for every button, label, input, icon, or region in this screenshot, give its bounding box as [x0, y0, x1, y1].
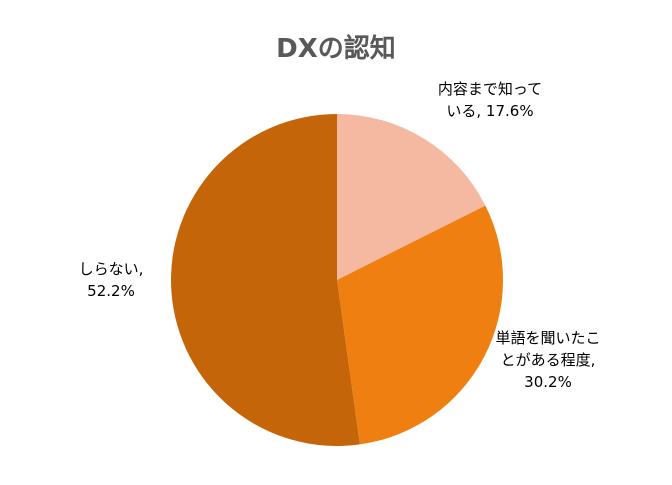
- pie-slice: [337, 205, 503, 445]
- pie-slice: [337, 114, 486, 280]
- slice-data-label: 内容まで知っている, 17.6%: [438, 80, 542, 120]
- slice-data-label-line: 30.2%: [524, 373, 572, 391]
- slice-data-label: 単語を聞いたことがある程度, 30.2%: [495, 329, 600, 391]
- slice-data-label-line: とがある程度,: [501, 351, 596, 369]
- slice-data-label-line: 内容まで知って: [438, 80, 542, 98]
- slice-data-label-line: しらない,: [79, 260, 144, 278]
- slice-data-label-line: 52.2%: [87, 282, 135, 300]
- slice-data-label-line: いる, 17.6%: [446, 102, 533, 120]
- chart-title: DXの認知: [276, 34, 396, 64]
- pie-slice: [171, 114, 360, 446]
- slice-data-label-line: 単語を聞いたこ: [495, 329, 600, 347]
- slice-data-label: しらない, 52.2%: [79, 260, 144, 300]
